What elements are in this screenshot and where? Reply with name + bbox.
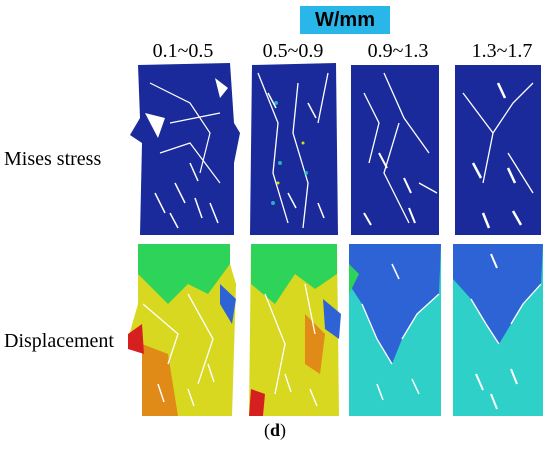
figure-caption: (d) — [250, 420, 300, 441]
row-label-displacement: Displacement — [4, 330, 114, 352]
column-label-4: 1.3~1.7 — [471, 40, 533, 62]
displacement-panel-4 — [451, 244, 545, 416]
displacement-panel-2 — [245, 244, 343, 416]
caption-letter: d — [269, 420, 280, 440]
column-label-2: 0.5~0.9 — [262, 40, 324, 62]
caption-open: ( — [263, 420, 270, 440]
displacement-panel-3 — [347, 244, 443, 416]
column-label-1: 0.1~0.5 — [152, 40, 214, 62]
row-label-stress: Mises stress — [4, 148, 102, 170]
stress-panel-2 — [248, 63, 340, 235]
displacement-panel-1 — [128, 244, 240, 416]
column-label-3: 0.9~1.3 — [367, 40, 429, 62]
stress-panel-1 — [130, 63, 240, 235]
unit-badge: W/mm — [300, 6, 390, 34]
caption-close: ) — [280, 420, 286, 440]
stress-panel-4 — [453, 63, 543, 235]
stress-panel-3 — [349, 63, 441, 235]
